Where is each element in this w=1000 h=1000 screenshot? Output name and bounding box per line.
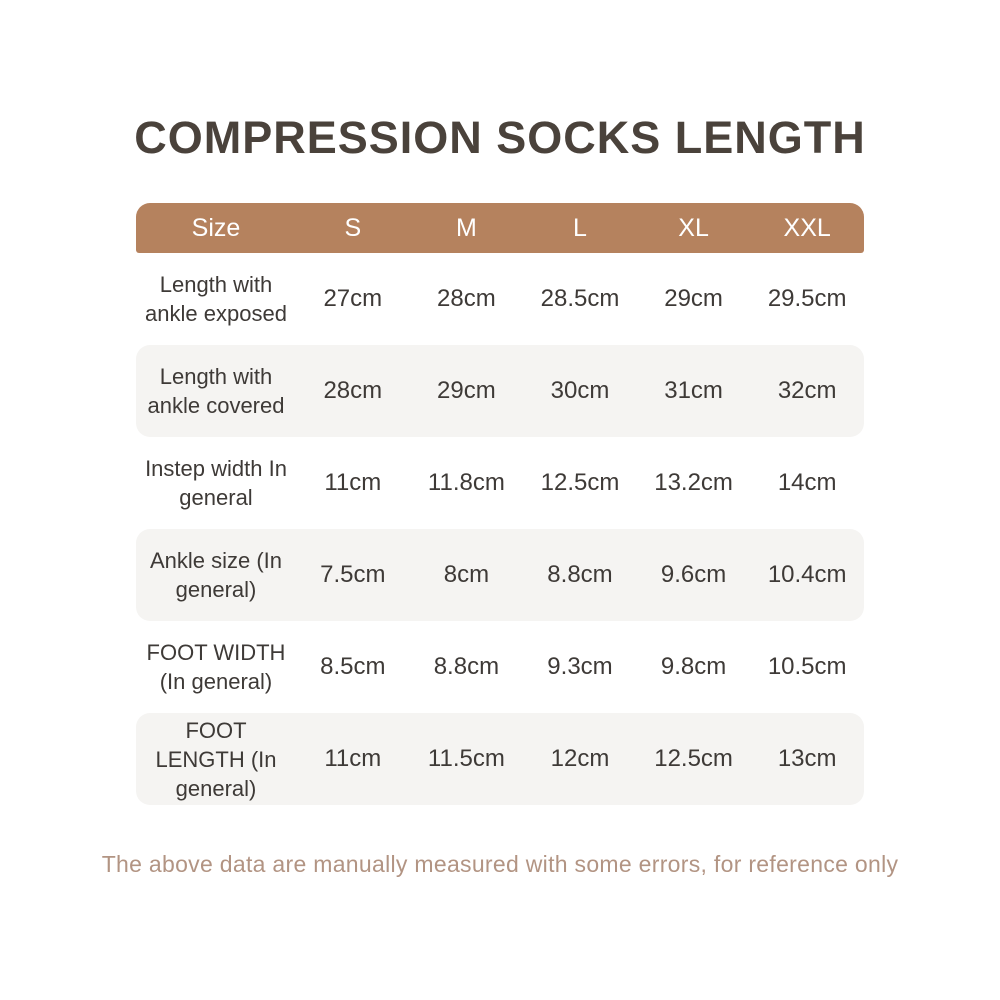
table-cell: 10.5cm bbox=[767, 653, 847, 680]
table-cell: 27cm bbox=[323, 285, 383, 312]
column-header-l: L bbox=[573, 213, 587, 242]
column-header-xxl: XXL bbox=[783, 213, 831, 242]
column-header-m: M bbox=[455, 213, 477, 242]
table-cell: 13.2cm bbox=[654, 469, 733, 496]
table-cell: 8.5cm bbox=[320, 653, 386, 680]
table-cell: 9.8cm bbox=[660, 653, 727, 680]
table-cell: 11.8cm bbox=[427, 469, 505, 496]
table-row: FOOT WIDTH (In general) 8.5cm 8.8cm 9.3c… bbox=[136, 621, 864, 713]
table-cell: 30cm bbox=[550, 377, 610, 404]
disclaimer-note: The above data are manually measured wit… bbox=[101, 851, 899, 877]
size-chart-table: Size S M L XL XXL Length with ankle expo… bbox=[136, 203, 864, 805]
table-cell: 8.8cm bbox=[547, 561, 613, 588]
table-row: Ankle size (In general) 7.5cm 8cm 8.8cm … bbox=[136, 529, 864, 621]
row-label: FOOT LENGTH (In general) bbox=[155, 717, 277, 801]
page-title: COMPRESSION SOCKS LENGTH bbox=[134, 112, 866, 163]
table-cell: 32cm bbox=[777, 377, 837, 404]
table-cell: 14cm bbox=[777, 469, 837, 496]
table-header-row: Size S M L XL XXL bbox=[136, 203, 864, 253]
table-row: Length with ankle exposed 27cm 28cm 28.5… bbox=[136, 253, 864, 345]
table-cell: 28cm bbox=[323, 377, 383, 404]
table-cell: 12.5cm bbox=[654, 745, 733, 772]
row-label: Length with ankle exposed bbox=[145, 272, 287, 326]
table-cell: 8cm bbox=[443, 561, 490, 588]
table-cell: 31cm bbox=[664, 377, 723, 404]
table-row: Length with ankle covered 28cm 29cm 30cm… bbox=[136, 345, 864, 437]
table-cell: 7.5cm bbox=[320, 561, 386, 588]
table-cell: 12.5cm bbox=[540, 469, 620, 496]
table-row: Instep width In general 11cm 11.8cm 12.5… bbox=[136, 437, 864, 529]
column-header-xl: XL bbox=[678, 213, 709, 242]
table-cell: 11cm bbox=[324, 745, 382, 772]
table-cell: 8.8cm bbox=[433, 653, 500, 680]
table-row: FOOT LENGTH (In general) 11cm 11.5cm 12c… bbox=[136, 713, 864, 805]
table-cell: 9.3cm bbox=[547, 653, 613, 680]
row-label: Instep width In general bbox=[145, 456, 287, 510]
table-cell: 11.5cm bbox=[427, 745, 505, 772]
table-cell: 12cm bbox=[550, 745, 610, 772]
table-cell: 10.4cm bbox=[767, 561, 847, 588]
table-cell: 29cm bbox=[664, 285, 723, 312]
table-cell: 11cm bbox=[324, 469, 382, 496]
row-label: Ankle size (In general) bbox=[149, 548, 283, 602]
table-cell: 13cm bbox=[777, 745, 837, 772]
row-label: FOOT WIDTH (In general) bbox=[146, 640, 286, 694]
column-header-s: S bbox=[344, 213, 362, 242]
table-cell: 29cm bbox=[437, 377, 496, 404]
table-cell: 9.6cm bbox=[660, 561, 727, 588]
table-cell: 28cm bbox=[437, 285, 496, 312]
table-cell: 28.5cm bbox=[540, 285, 620, 312]
column-header-size: Size bbox=[191, 214, 241, 242]
row-label: Length with ankle covered bbox=[147, 364, 285, 418]
table-cell: 29.5cm bbox=[767, 285, 847, 312]
